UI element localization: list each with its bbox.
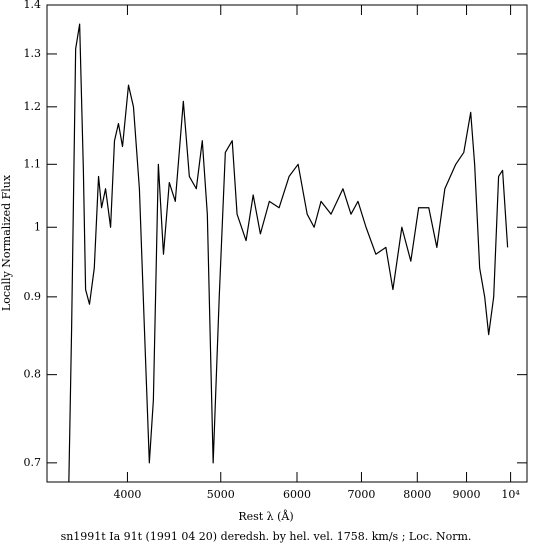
x-tick-label: 5000 (207, 488, 235, 501)
y-tick-label: 1.4 (24, 0, 42, 11)
plot-frame (46, 4, 528, 483)
x-tick-label: 4000 (113, 488, 141, 501)
y-tick-label: 1.3 (24, 47, 42, 60)
y-tick-label: 1.2 (24, 100, 42, 113)
y-tick-label: 0.8 (24, 368, 42, 381)
x-tick-label: 9000 (453, 488, 481, 501)
x-tick-label: 6000 (283, 488, 311, 501)
y-tick-label: 0.9 (24, 290, 42, 303)
y-axis-label: Locally Normalized Flux (0, 174, 13, 311)
x-axis-label: Rest λ (Å) (238, 509, 293, 523)
x-tick-label: 8000 (403, 488, 431, 501)
x-tick-label: 10⁴ (501, 488, 520, 501)
y-tick-label: 1.1 (24, 157, 42, 170)
y-tick-label: 0.7 (24, 456, 42, 469)
spectrum-line (68, 23, 509, 482)
chart-title: sn1991t Ia 91t (1991 04 20) deredsh. by … (61, 530, 472, 543)
x-tick-label: 7000 (347, 488, 375, 501)
y-tick-label: 1 (34, 220, 41, 233)
